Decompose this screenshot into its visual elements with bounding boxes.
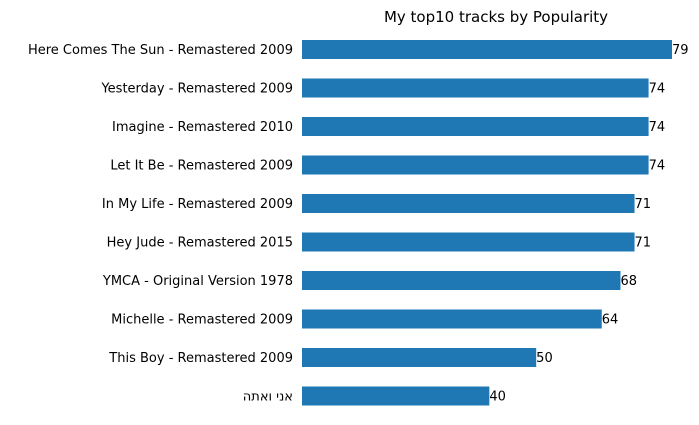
value-label: 40 [489,390,506,405]
bar [302,232,635,252]
category-label: אני ואתה [243,390,293,405]
value-label: 74 [649,82,666,97]
category-labels-group: Here Comes The Sun - Remastered 2009 Yest… [28,43,293,405]
bar [302,40,672,59]
bars-group [302,40,672,406]
category-label: YMCA - Original Version 1978 [102,274,293,289]
category-label: Imagine - Remastered 2010 [112,120,293,135]
bar [302,194,635,213]
category-label: This Boy - Remastered 2009 [108,351,293,366]
category-label: Yesterday - Remastered 2009 [100,82,293,97]
category-label: Michelle - Remastered 2009 [111,313,293,328]
bar [302,117,649,136]
category-label: Here Comes The Sun - Remastered 2009 [28,43,293,58]
bar [302,155,649,175]
bar [302,386,490,406]
value-label: 71 [635,197,652,212]
value-label: 79 [672,43,689,58]
value-label: 50 [536,351,553,366]
value-label: 64 [602,313,619,328]
value-labels-group: 79 74 74 74 71 71 68 64 50 40 [489,43,688,405]
bar [302,348,537,367]
chart-title: My top10 tracks by Popularity [384,8,608,26]
bar [302,78,649,98]
category-label: In My Life - Remastered 2009 [102,197,293,212]
bar [302,271,621,290]
value-label: 68 [620,274,637,289]
value-label: 74 [649,159,666,174]
category-label: Let It Be - Remastered 2009 [110,159,293,174]
category-label: Hey Jude - Remastered 2015 [107,236,293,251]
value-label: 74 [649,120,666,135]
value-label: 71 [635,236,652,251]
bar [302,309,602,329]
